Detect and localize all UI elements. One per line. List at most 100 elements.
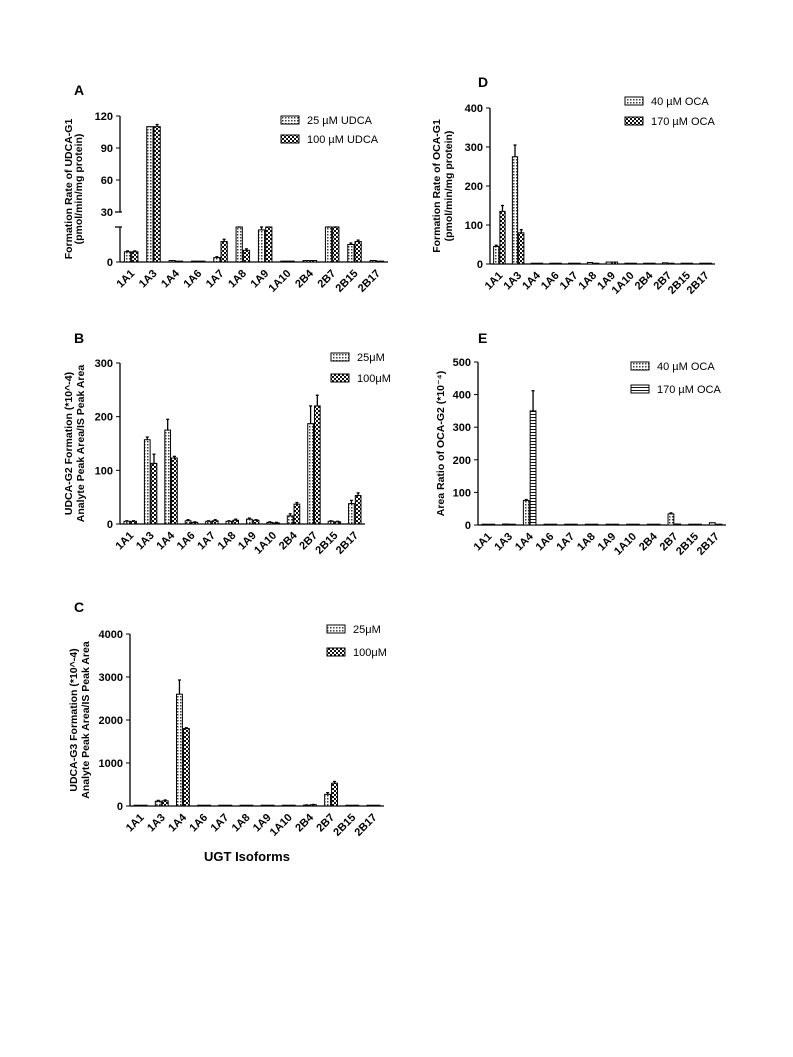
bar (133, 804, 141, 807)
bar (242, 249, 251, 263)
bar (123, 520, 131, 525)
y-tick-label: 90 (101, 143, 113, 155)
bar (509, 523, 516, 526)
bar (245, 518, 253, 525)
y-tick-label: 0 (477, 259, 483, 271)
bar (347, 244, 355, 263)
bar (257, 229, 266, 263)
bar (280, 260, 288, 263)
x-tick-label: 1A7 (209, 812, 232, 835)
bar (334, 521, 342, 525)
bar (695, 523, 702, 526)
bar (624, 262, 631, 265)
y-tick-label: 300 (465, 142, 483, 154)
bar (309, 260, 318, 263)
x-tick-label: 1A4 (154, 529, 177, 552)
y-tick-label: 200 (95, 412, 113, 424)
x-tick-label: 2B17 (695, 531, 722, 558)
x-tick-label: 1A4 (166, 811, 189, 834)
x-tick-label: 1A3 (145, 812, 168, 835)
bar (273, 522, 280, 525)
panel-letter: D (478, 74, 488, 90)
bar (123, 251, 132, 263)
bar (324, 793, 332, 807)
y-tick-label: 120 (95, 111, 113, 123)
bar (605, 261, 612, 265)
y-tick-label: 0 (465, 520, 471, 532)
x-tick-label: 1A6 (187, 812, 210, 835)
x-tick-label: 1A1 (472, 531, 495, 554)
bar (688, 523, 695, 526)
bar (529, 410, 537, 526)
bar (197, 804, 205, 807)
x-tick-label: 1A10 (267, 268, 294, 295)
x-tick-label: 1A7 (204, 268, 227, 291)
bar (182, 728, 190, 807)
bar (168, 260, 176, 263)
bar (630, 262, 637, 265)
bar (260, 804, 268, 807)
y-tick-label: 300 (453, 422, 471, 434)
bar (348, 503, 355, 525)
y-axis-title: UDCA-G2 Formation (*10^-4) (63, 372, 75, 515)
x-tick-label: 1A10 (268, 812, 295, 839)
y-tick-label: 4000 (99, 629, 123, 641)
x-tick-label: 1A8 (575, 531, 598, 554)
bar (211, 520, 219, 525)
bar (140, 804, 148, 807)
bar (150, 462, 158, 525)
bar (204, 804, 212, 807)
y-tick-label: 60 (101, 175, 113, 187)
panel-c: C010002000300040001A11A31A41A61A71A81A91… (68, 599, 387, 864)
bar (218, 804, 226, 807)
bar (324, 226, 333, 263)
bar (287, 260, 295, 263)
y-tick-label: 200 (465, 181, 483, 193)
bar (184, 520, 192, 525)
bar (649, 262, 656, 265)
bar (493, 245, 500, 265)
bar (699, 262, 706, 265)
legend-swatch (326, 624, 346, 634)
bar (584, 523, 592, 526)
x-tick-label: 2B17 (356, 268, 383, 295)
bar (131, 251, 139, 263)
y-axis-title: (pmol/min/mg protein) (443, 131, 455, 242)
y-tick-label: 0 (107, 519, 113, 531)
bar (518, 232, 525, 265)
bar (605, 523, 613, 526)
legend-swatch (624, 96, 644, 106)
legend-label: 25μM (353, 624, 381, 636)
x-tick-label: 1A7 (558, 270, 581, 293)
y-axis-title: Analyte Peak Area/IS Peak Area (80, 641, 92, 799)
bar (235, 226, 243, 263)
x-tick-label: 2B17 (685, 270, 712, 297)
bar (522, 500, 530, 526)
bar (680, 262, 687, 265)
bar (293, 503, 301, 525)
legend-label: 40 µM OCA (651, 96, 709, 108)
bar (171, 457, 178, 525)
x-tick-label: 2B15 (674, 531, 701, 558)
bar (232, 519, 240, 525)
x-tick-label: 2B15 (334, 268, 361, 295)
legend-swatch (326, 647, 346, 657)
y-tick-label: 2000 (99, 715, 123, 727)
x-tick-label: 1A6 (539, 270, 562, 293)
y-tick-label: 100 (465, 220, 483, 232)
bar (239, 804, 247, 807)
x-tick-label: 1A1 (124, 812, 147, 835)
bar (555, 262, 562, 265)
bar (252, 519, 260, 525)
x-tick-label: 1A3 (134, 530, 157, 553)
x-tick-label: 1A10 (252, 530, 279, 557)
bar (213, 257, 221, 263)
y-axis-title: Area Ratio of OCA-G2 (*10⁻⁴) (435, 371, 447, 517)
x-tick-label: 1A7 (554, 531, 577, 554)
bar (626, 523, 633, 526)
bar (246, 804, 254, 807)
x-tick-label: 2B17 (334, 530, 361, 557)
